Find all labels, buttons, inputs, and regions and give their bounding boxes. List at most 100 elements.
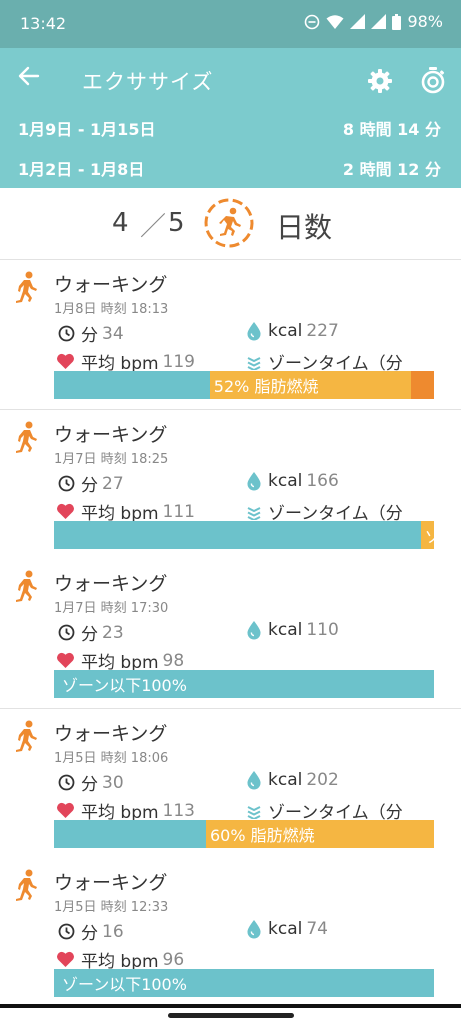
walking-icon — [16, 271, 37, 303]
kcal-label: kcal — [268, 919, 303, 939]
heart-icon — [57, 951, 74, 967]
zone-bar-label: ゾーン以下100% — [62, 975, 187, 994]
zone-segment-below — [54, 521, 421, 549]
minutes-value: 30 — [102, 772, 124, 793]
activity-date: 1月5日 時刻 18:06 — [54, 751, 169, 766]
activity-name: ウォーキング — [54, 573, 168, 595]
heart-rate-stat: 平均 bpm 96 — [56, 947, 184, 972]
dnd-icon — [305, 14, 320, 29]
signal-icon — [350, 14, 366, 29]
duration-stat: 分 16 — [58, 919, 124, 944]
gear-icon[interactable] — [367, 68, 393, 94]
minutes-label: 分 — [81, 476, 98, 496]
goal-current: 4 — [112, 208, 129, 238]
week-summary-row[interactable]: 1月2日 - 1月8日 2 時間 12 分 — [0, 148, 461, 188]
goal-target: 5 — [168, 208, 185, 238]
minutes-value: 23 — [102, 622, 124, 643]
zone-bar-label: 52% 脂肪燃焼 — [213, 377, 319, 396]
calorie-drop-icon — [247, 322, 261, 341]
bpm-value: 96 — [162, 949, 185, 970]
app-bar: エクササイズ — [0, 48, 461, 114]
bpm-value: 119 — [162, 351, 195, 372]
battery-level: 98% — [407, 12, 443, 31]
kcal-label: kcal — [268, 620, 303, 640]
heart-zone-bar: 52% 脂肪燃焼 — [54, 371, 434, 399]
page-title: エクササイズ — [82, 70, 214, 94]
stopwatch-icon[interactable] — [419, 66, 447, 94]
heart-zone-bar: ゾーン以下100% — [54, 969, 434, 997]
status-icons: 98% — [304, 12, 443, 31]
heart-rate-stat: 平均 bpm 113 — [56, 798, 195, 823]
minutes-value: 16 — [102, 921, 124, 942]
zone-time-label: ゾーンタイム（分 — [268, 504, 403, 524]
clock-icon — [58, 475, 75, 492]
zone-time-label: ゾーンタイム（分 — [268, 354, 403, 374]
heart-zone-bar: ゾーン以下100% — [54, 670, 434, 698]
kcal-value: 166 — [306, 471, 339, 491]
duration-stat: 分 23 — [58, 620, 124, 645]
bpm-value: 98 — [162, 650, 185, 671]
activity-card[interactable]: ウォーキング 1月7日 時刻 18:25 分 27 kcal 166 平均 bp… — [0, 410, 461, 560]
zone-time-stat: ゾーンタイム（分 — [246, 349, 403, 374]
clock-icon — [58, 923, 75, 940]
zone-segment-fat-burn — [209, 371, 412, 399]
calorie-drop-icon — [247, 621, 261, 640]
goal-separator: ／ — [140, 212, 167, 242]
calories-stat: kcal 166 — [246, 471, 339, 491]
zone-icon — [247, 506, 261, 520]
activity-date: 1月8日 時刻 18:13 — [54, 302, 169, 317]
heart-icon — [57, 652, 74, 668]
calories-stat: kcal 227 — [246, 321, 339, 341]
bottom-divider — [0, 1004, 461, 1008]
goal-summary: 4 ／ 5 日数 — [0, 188, 461, 260]
week-duration: 8 時間 14 分 — [342, 120, 441, 139]
signal-icon — [371, 14, 387, 29]
activity-date: 1月5日 時刻 12:33 — [54, 900, 169, 915]
zone-time-stat: ゾーンタイム（分 — [246, 798, 403, 823]
zone-segment-below — [54, 969, 434, 997]
status-time: 13:42 — [20, 14, 67, 33]
bpm-value: 111 — [162, 501, 195, 522]
minutes-label: 分 — [81, 326, 98, 346]
heart-rate-stat: 平均 bpm 98 — [56, 648, 184, 673]
clock-icon — [58, 325, 75, 342]
week-summary-row[interactable]: 1月9日 - 1月15日 8 時間 14 分 — [0, 114, 461, 148]
minutes-label: 分 — [81, 924, 98, 944]
home-indicator[interactable] — [168, 1013, 294, 1018]
status-bar: 13:42 98% — [0, 0, 461, 48]
minutes-label: 分 — [81, 775, 98, 795]
battery-icon — [392, 13, 402, 30]
week-range: 1月2日 - 1月8日 — [18, 160, 145, 179]
activity-card[interactable]: ウォーキング 1月5日 時刻 18:06 分 30 kcal 202 平均 bp… — [0, 709, 461, 859]
avg-bpm-label: 平均 bpm — [81, 803, 159, 823]
zone-time-stat: ゾーンタイム（分 — [246, 499, 403, 524]
kcal-value: 110 — [306, 620, 339, 640]
minutes-label: 分 — [81, 625, 98, 645]
calorie-drop-icon — [247, 771, 261, 790]
heart-rate-stat: 平均 bpm 119 — [56, 349, 195, 374]
zone-bar-label: 60% 脂肪燃焼 — [210, 826, 315, 845]
activity-name: ウォーキング — [54, 723, 168, 745]
heart-icon — [57, 503, 74, 519]
zone-segment-below — [54, 670, 434, 698]
kcal-value: 227 — [306, 321, 339, 341]
activity-date: 1月7日 時刻 18:25 — [54, 452, 169, 467]
duration-stat: 分 27 — [58, 471, 124, 496]
zone-icon — [247, 356, 261, 370]
back-arrow-icon[interactable] — [18, 64, 40, 94]
walking-icon — [16, 720, 37, 752]
zone-bar-label: ゾーン以下100% — [62, 676, 187, 695]
activity-card[interactable]: ウォーキング 1月8日 時刻 18:13 分 34 kcal 227 平均 bp… — [0, 260, 461, 410]
zone-time-label: ゾーンタイム（分 — [268, 803, 403, 823]
week-range: 1月9日 - 1月15日 — [18, 120, 156, 139]
avg-bpm-label: 平均 bpm — [81, 354, 159, 374]
heart-icon — [57, 353, 74, 369]
kcal-label: kcal — [268, 471, 303, 491]
minutes-value: 34 — [102, 323, 124, 344]
activity-card[interactable]: ウォーキング 1月5日 時刻 12:33 分 16 kcal 74 平均 bpm… — [0, 858, 461, 1008]
kcal-label: kcal — [268, 321, 303, 341]
avg-bpm-label: 平均 bpm — [81, 653, 159, 673]
kcal-label: kcal — [268, 770, 303, 790]
calories-stat: kcal 110 — [246, 620, 339, 640]
activity-card[interactable]: ウォーキング 1月7日 時刻 17:30 分 23 kcal 110 平均 bp… — [0, 559, 461, 709]
